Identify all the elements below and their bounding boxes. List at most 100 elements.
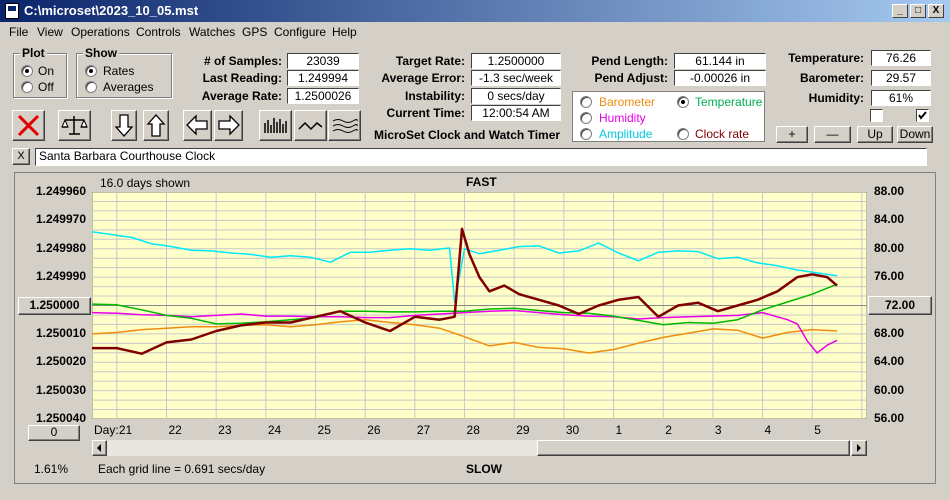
temperature-label: Temperature: <box>788 51 864 65</box>
y-left-tick-label: 1.250030 <box>35 382 86 397</box>
bar-graph-button[interactable] <box>259 110 292 141</box>
wave-icon <box>332 119 358 133</box>
target-rate-label: Target Rate: <box>395 54 465 68</box>
legend-clock-rate-radio[interactable] <box>677 128 689 140</box>
stop-button[interactable] <box>12 110 45 141</box>
right-checkbox[interactable] <box>916 109 929 122</box>
legend-barometer-radio[interactable] <box>580 96 592 108</box>
maximize-button[interactable]: □ <box>910 4 926 18</box>
legend-amplitude-radio[interactable] <box>580 128 592 140</box>
legend-clock-rate-label: Clock rate <box>695 127 750 141</box>
y-right-tick-label: 80.00 <box>874 240 905 255</box>
clock-name-field[interactable]: Santa Barbara Courthouse Clock <box>35 148 927 166</box>
series-line-clock-rate <box>92 227 838 355</box>
right-scale-button[interactable]: 72.00 <box>868 296 932 315</box>
x-axis-label: Day: <box>94 423 119 437</box>
up-arrow-button[interactable] <box>143 110 169 141</box>
barometer-value: 29.57 <box>871 70 931 86</box>
app-icon <box>5 3 19 19</box>
left-arrow-button[interactable] <box>183 110 212 141</box>
y-left-tick-label: 1.249980 <box>35 240 86 255</box>
plot-off-label: Off <box>38 80 54 94</box>
x-tick-label: 4 <box>764 423 772 437</box>
right-arrow-button[interactable] <box>214 110 243 141</box>
legend-temperature-label: Temperature <box>695 95 763 109</box>
y-right-tick-label: 88.00 <box>874 184 905 198</box>
menu-watches[interactable]: Watches <box>189 25 236 39</box>
chart-plot-area <box>92 192 867 419</box>
app-caption: MicroSet Clock and Watch Timer <box>374 128 561 142</box>
menu-configure[interactable]: Configure <box>274 25 327 39</box>
y-right-tick-label: 76.00 <box>874 269 905 284</box>
menu-operations[interactable]: Operations <box>71 25 130 39</box>
line-graph-icon <box>298 121 323 131</box>
plot-off-radio[interactable] <box>21 81 33 93</box>
x-tick-label: 24 <box>267 423 282 437</box>
x-tick-label: 22 <box>168 423 182 437</box>
chart-frame <box>14 172 936 484</box>
checkmark-icon <box>918 111 927 120</box>
pend-adjust-value: -0.00026 in <box>674 70 766 86</box>
minimize-button[interactable]: _ <box>892 4 908 18</box>
average-error-label: Average Error: <box>381 71 465 85</box>
instability-label: Instability: <box>404 89 465 103</box>
balance-button[interactable] <box>58 110 91 141</box>
show-rates-radio[interactable] <box>85 65 97 77</box>
humidity-value: 61% <box>871 90 931 106</box>
current-time-value: 12:00:54 AM <box>471 105 561 121</box>
horizontal-scrollbar[interactable] <box>92 440 867 456</box>
series-line-amplitude <box>92 283 838 326</box>
menu-file[interactable]: File <box>9 25 29 39</box>
humidity-label: Humidity: <box>808 91 864 105</box>
y-right-tick-label: 56.00 <box>874 411 905 425</box>
down-button[interactable]: Down <box>897 126 933 143</box>
minus-button[interactable]: — <box>814 126 851 143</box>
center-rate-button[interactable]: 1.250000 <box>18 297 91 315</box>
x-tick-label: 2 <box>665 423 672 437</box>
y-left-tick-label: 1.249960 <box>35 184 86 198</box>
y-right-tick-label: 60.00 <box>874 382 905 397</box>
plot-on-radio[interactable] <box>21 65 33 77</box>
menu-help[interactable]: Help <box>332 25 357 39</box>
window-title: C:\microset\2023_10_05.mst <box>24 3 199 18</box>
show-rates-label: Rates <box>103 64 135 78</box>
series-line-humidity <box>92 309 838 354</box>
line-graph-button[interactable] <box>294 110 327 141</box>
samples-label: # of Samples: <box>203 54 282 68</box>
legend-humidity-radio[interactable] <box>580 112 592 124</box>
up-button[interactable]: Up <box>857 126 893 143</box>
scroll-left-button[interactable] <box>92 440 107 456</box>
y-right-tick-label: 84.00 <box>874 212 905 227</box>
balance-scale-icon <box>61 116 88 135</box>
x-tick-label: 21 <box>118 423 133 437</box>
left-checkbox[interactable] <box>870 109 883 122</box>
average-rate-label: Average Rate: <box>201 89 282 103</box>
scroll-thumb[interactable] <box>537 440 850 456</box>
menu-controls[interactable]: Controls <box>136 25 181 39</box>
clock-close-button[interactable]: X <box>12 148 30 165</box>
menu-gps[interactable]: GPS <box>242 25 268 39</box>
y-right-tick-label: 64.00 <box>874 354 905 369</box>
legend-barometer-label: Barometer <box>599 95 656 109</box>
offset-button[interactable]: 0 <box>28 425 80 441</box>
legend-temperature-radio[interactable] <box>677 96 689 108</box>
fast-label: FAST <box>466 175 497 189</box>
menu-view[interactable]: View <box>37 25 63 39</box>
down-arrow-icon <box>114 114 134 137</box>
pend-length-value: 61.144 in <box>674 53 766 69</box>
scroll-right-button[interactable] <box>851 440 867 456</box>
y-left-tick-label: 1.250020 <box>35 354 86 369</box>
last-reading-value: 1.249994 <box>287 70 359 86</box>
series-line-temperature <box>92 230 838 303</box>
plus-button[interactable]: + <box>776 126 808 143</box>
grid-note-label: Each grid line = 0.691 secs/day <box>98 462 266 476</box>
target-rate-value: 1.2500000 <box>471 53 561 69</box>
zoom-label: 1.61% <box>34 462 69 476</box>
show-averages-radio[interactable] <box>85 81 97 93</box>
plot-on-label: On <box>38 64 55 78</box>
close-window-button[interactable]: X <box>928 4 944 18</box>
down-arrow-button[interactable] <box>111 110 137 141</box>
plot-group: Plot On Off <box>13 46 67 98</box>
title-bar: C:\microset\2023_10_05.mst _ □ X <box>0 0 950 22</box>
wave-graph-button[interactable] <box>328 110 361 141</box>
